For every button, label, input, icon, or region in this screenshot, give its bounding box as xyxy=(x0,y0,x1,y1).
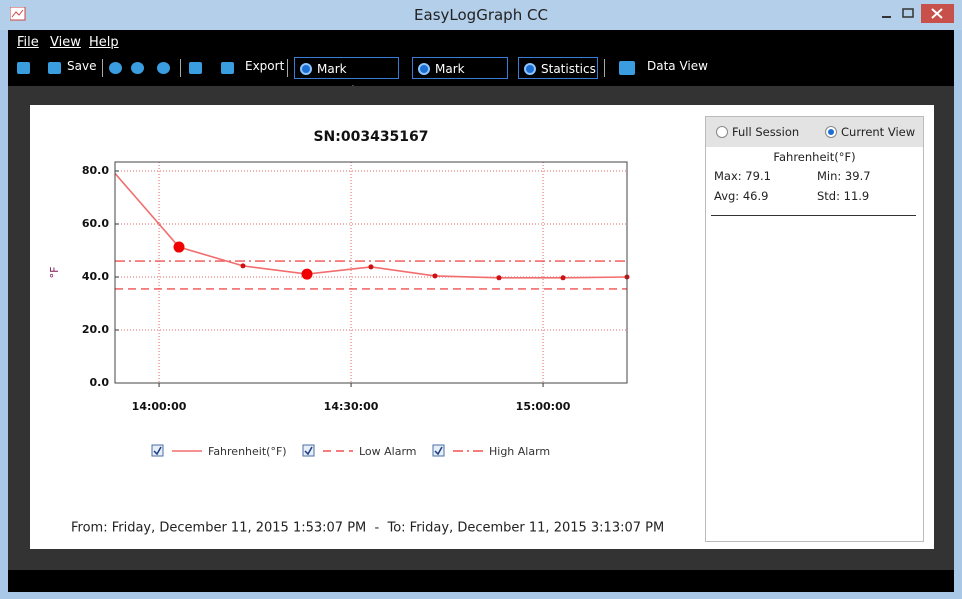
export-button[interactable]: Export xyxy=(245,59,285,73)
stat: Min: 39.7 xyxy=(817,169,871,183)
series-line xyxy=(114,172,628,279)
scope-radio[interactable]: Full Session xyxy=(716,125,799,139)
chart: SN:003435167 °F 0.0 20.0 40.0 60.0 80.0 14:00:0… xyxy=(48,129,664,536)
mark-samples-button[interactable]: Mark Samples xyxy=(294,57,399,98)
y-tick-label: 0.0 xyxy=(90,376,110,389)
legend-checkbox[interactable] xyxy=(432,444,445,457)
stat: Max: 79.1 xyxy=(714,169,771,183)
data-view-icon[interactable] xyxy=(619,61,635,75)
save-icon[interactable] xyxy=(48,62,61,74)
toolbar-area: File View Help Save Export Mark Samples … xyxy=(8,30,954,98)
menu-item[interactable]: View xyxy=(50,35,81,50)
window-title: EasyLogGraph CC xyxy=(414,6,548,24)
menu-item[interactable]: Help xyxy=(89,35,119,50)
plot-frame xyxy=(114,161,628,384)
x-tick-label: 14:30:00 xyxy=(324,400,379,413)
y-axis-label: °F xyxy=(48,267,61,279)
chart-title: SN:003435167 xyxy=(313,129,428,145)
title-bar: EasyLogGraph CC xyxy=(0,0,962,30)
legend-check xyxy=(304,446,313,456)
legend-label: High Alarm xyxy=(489,445,550,458)
history[interactable] xyxy=(157,62,170,74)
legend-checkbox[interactable] xyxy=(302,444,315,457)
open-icon[interactable] xyxy=(17,62,30,74)
data-point xyxy=(432,273,438,279)
window-controls[interactable] xyxy=(860,4,955,24)
legend-label: Low Alarm xyxy=(359,445,417,458)
legend-check xyxy=(434,446,443,456)
print[interactable] xyxy=(189,62,202,74)
data-view-button[interactable]: Data View xyxy=(647,59,708,73)
zoom-out[interactable] xyxy=(131,62,144,74)
data-point xyxy=(368,264,374,270)
scope-radio[interactable]: Current View xyxy=(825,125,915,139)
y-tick-label: 60.0 xyxy=(82,217,109,230)
legend-check xyxy=(153,446,162,456)
date-range: From: Friday, December 11, 2015 1:53:07 … xyxy=(71,521,664,536)
app-icon xyxy=(10,7,26,21)
event-point xyxy=(173,241,185,253)
zoom-in[interactable] xyxy=(109,62,122,74)
stat: Std: 11.9 xyxy=(817,189,870,203)
x-tick-label: 15:00:00 xyxy=(516,400,571,413)
event-point xyxy=(301,268,313,280)
statistics-panel: Full Session Current View Fahrenheit(°F)… xyxy=(705,116,924,542)
status-bar xyxy=(8,570,954,592)
x-tick-label: 14:00:00 xyxy=(132,400,187,413)
data-point xyxy=(560,275,566,281)
stat: Avg: 46.9 xyxy=(714,189,769,203)
legend-checkbox[interactable] xyxy=(151,444,164,457)
statistics-button[interactable]: Statistics xyxy=(518,57,598,79)
y-tick-label: 40.0 xyxy=(82,270,109,283)
legend-label: Fahrenheit(°F) xyxy=(208,445,287,458)
data-point xyxy=(240,263,246,269)
stats-unit: Fahrenheit(°F) xyxy=(773,150,856,164)
y-tick-label: 20.0 xyxy=(82,323,109,336)
export-icon[interactable] xyxy=(221,62,234,74)
save-button[interactable]: Save xyxy=(67,59,97,73)
data-point xyxy=(496,275,502,281)
menu-item[interactable]: File xyxy=(17,35,39,50)
y-tick-label: 80.0 xyxy=(82,164,109,177)
mark-events-button[interactable]: Mark Events xyxy=(412,57,508,98)
